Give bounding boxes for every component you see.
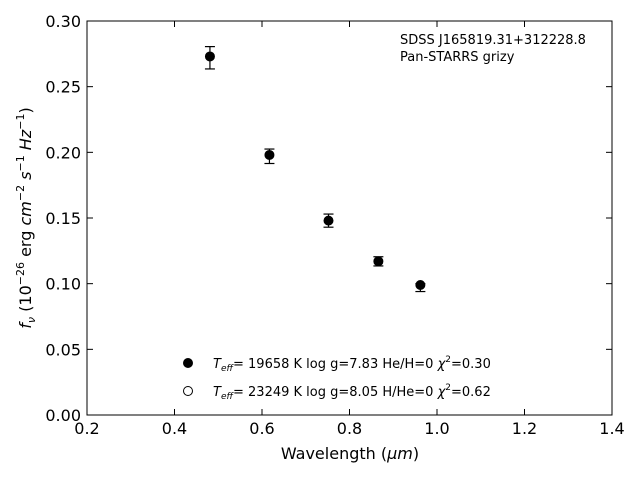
y-label-s: s [16, 172, 35, 185]
x-tick-label: 1.2 [512, 419, 537, 438]
plot-area [86, 20, 613, 416]
x-tick-label: 0.6 [249, 419, 274, 438]
x-axis-label-main: Wavelength ( [281, 444, 387, 463]
y-label-hz: Hz [16, 129, 35, 155]
annotation-object-name: SDSS J165819.31+312228.8 [400, 33, 586, 48]
error-bars [204, 46, 426, 293]
y-label-ten: (10 [16, 285, 35, 317]
x-axis-ticks: 0.2 0.4 0.6 0.8 1.0 1.2 1.4 [74, 21, 625, 438]
y-tick-label: 0.30 [45, 12, 81, 31]
legend-2-rest: = 23249 K log g=8.05 H/He=0 [233, 385, 438, 400]
legend-1-T: T [213, 357, 222, 372]
y-label-f: f [16, 321, 35, 329]
y-label-nu: ν [25, 317, 38, 323]
y-label-exp2: −2 [14, 185, 27, 201]
data-point-filled [415, 279, 426, 290]
data-point-filled [204, 51, 215, 62]
y-label-cm: cm [16, 201, 35, 225]
x-tick-label: 0.4 [162, 419, 187, 438]
annotation-survey: Pan-STARRS grizy [400, 50, 515, 65]
y-tick-label: 0.00 [45, 406, 81, 425]
y-label-exp3: −1 [14, 155, 27, 171]
x-axis-label-unit: μm [386, 444, 413, 463]
legend-1-chi: χ [437, 357, 447, 372]
x-tick-label: 1.0 [424, 419, 449, 438]
x-axis-label-close: ) [413, 444, 419, 463]
x-axis-label: Wavelength (μm) [281, 444, 419, 463]
legend-2-chi: χ [437, 385, 447, 400]
legend-2-end: =0.62 [451, 385, 491, 400]
legend-1-sup: 2 [445, 355, 451, 365]
x-tick-label: 0.2 [74, 419, 99, 438]
legend: Teff= 19658 K log g=7.83 He/H=0 χ2=0.30 … [183, 355, 491, 402]
data-point-filled [323, 215, 334, 226]
legend-marker-filled [183, 358, 193, 368]
x-tick-label: 1.4 [599, 419, 624, 438]
legend-1-sub: eff [221, 364, 235, 374]
y-tick-label: 0.05 [45, 340, 81, 359]
data-point-filled [264, 149, 275, 160]
legend-2-T: T [213, 385, 222, 400]
y-tick-label: 0.15 [45, 209, 81, 228]
legend-marker-open [183, 386, 193, 396]
legend-2-sup: 2 [445, 383, 451, 393]
plot-frame [86, 20, 613, 416]
data-points [204, 51, 426, 290]
y-label-close: ) [16, 107, 35, 113]
y-tick-label: 0.10 [45, 275, 81, 294]
y-tick-label: 0.20 [45, 143, 81, 162]
x-tick-label: 0.8 [337, 419, 362, 438]
data-point-filled [373, 256, 384, 267]
y-tick-label: 0.25 [45, 78, 81, 97]
y-label-exp1: −26 [14, 262, 27, 285]
legend-2-sub: eff [221, 392, 235, 402]
legend-label-series-2: Teff= 23249 K log g=8.05 H/He=0 χ2=0.62 [213, 383, 491, 402]
legend-1-end: =0.30 [451, 357, 491, 372]
y-axis-label: fν (10−26 erg cm−2 s−1 Hz−1) [14, 107, 38, 328]
legend-label-series-1: Teff= 19658 K log g=7.83 He/H=0 χ2=0.30 [213, 355, 491, 374]
y-axis-ticks: 0.00 0.05 0.10 0.15 0.20 0.25 0.30 [45, 12, 612, 425]
y-label-exp4: −1 [14, 114, 27, 130]
y-label-erg: erg [16, 226, 35, 262]
legend-1-rest: = 19658 K log g=7.83 He/H=0 [233, 357, 438, 372]
